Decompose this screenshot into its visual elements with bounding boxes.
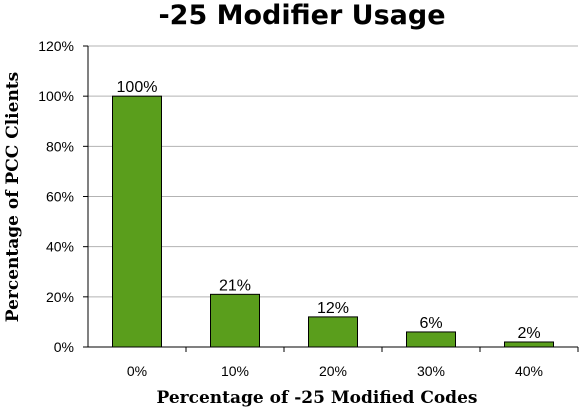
data-label: 100% <box>117 79 158 96</box>
y-tick-label: 60% <box>46 189 74 205</box>
x-tick-label: 0% <box>127 363 147 379</box>
data-label: 12% <box>317 300 349 317</box>
x-tick-label: 10% <box>221 363 249 379</box>
x-tick-label: 40% <box>515 363 543 379</box>
x-tick-label: 20% <box>319 363 347 379</box>
y-tick-label: 20% <box>46 289 74 305</box>
bar <box>504 341 554 348</box>
bar <box>210 293 260 348</box>
y-tick-label: 40% <box>46 239 74 255</box>
x-tick-label: 30% <box>417 363 445 379</box>
y-tick-label: 80% <box>46 138 74 154</box>
x-axis-title: Percentage of -25 Modified Codes <box>157 388 478 408</box>
chart-title: -25 Modifier Usage <box>158 0 445 31</box>
bar <box>406 331 456 348</box>
bar <box>308 316 358 348</box>
y-tick-label: 0% <box>54 339 74 355</box>
y-tick-label: 120% <box>38 38 74 54</box>
y-tick-label: 100% <box>38 88 74 104</box>
plot-area: 0% 20% 40% 60% 80% 100% 120% 0% 100% 10% 21% 20% 12%… <box>38 38 579 379</box>
data-label: 21% <box>219 277 251 294</box>
data-label: 2% <box>517 325 540 342</box>
y-axis-title: Percentage of PCC Clients <box>3 72 23 323</box>
data-label: 6% <box>419 315 442 332</box>
bar <box>112 95 162 348</box>
